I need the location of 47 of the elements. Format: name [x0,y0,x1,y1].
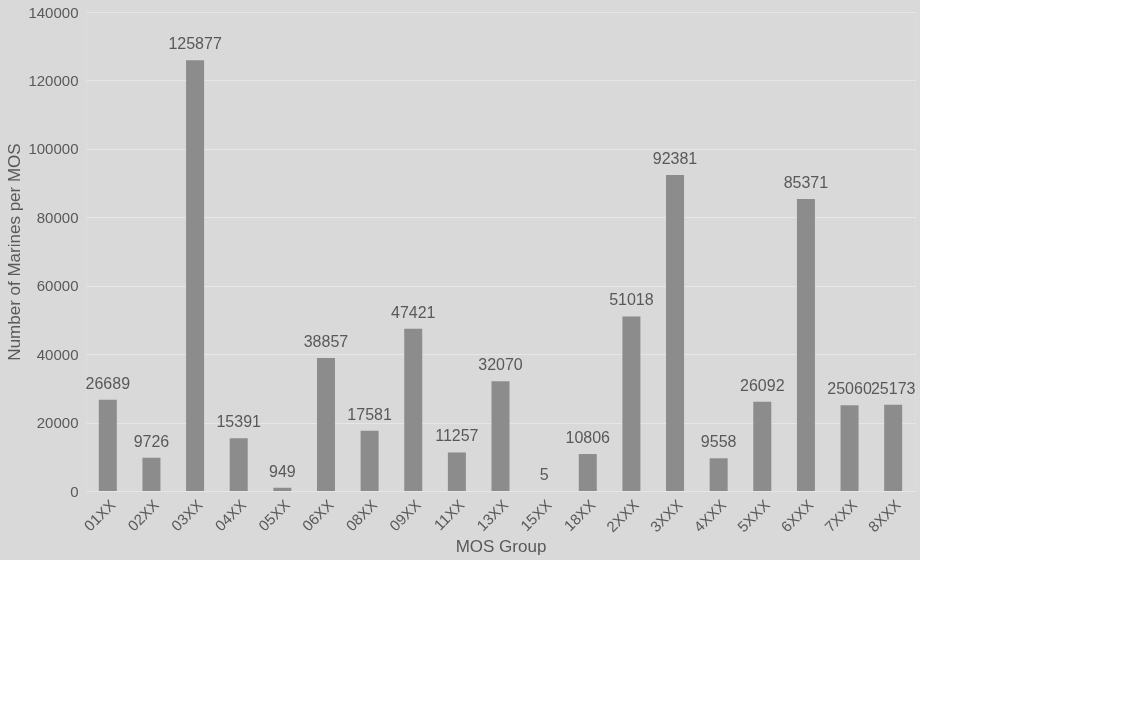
bar [709,458,728,491]
data-label: 26092 [740,376,785,394]
data-label: 949 [268,462,296,480]
bar [578,454,597,491]
data-label: 5 [539,465,549,483]
y-tick-label: 40000 [36,345,79,363]
y-tick-label: 100000 [28,140,79,158]
bar [186,60,205,491]
bar [142,457,161,491]
bar [666,174,685,491]
bar [229,438,248,491]
data-label: 25173 [870,379,916,397]
data-label: 10806 [565,429,611,447]
data-label: 26689 [85,374,131,392]
y-tick-label: 140000 [28,3,79,21]
bar [622,316,641,491]
data-label: 125877 [168,35,222,53]
data-label: 15391 [216,413,262,431]
y-tick-label: 120000 [28,71,79,89]
data-label: 51018 [609,291,654,309]
data-label: 32070 [478,356,523,374]
bar [447,452,466,491]
bar [273,487,292,491]
bar [753,401,772,491]
data-label: 25060 [827,380,872,398]
y-tick-label: 80000 [36,208,79,226]
x-axis-title: MOS Group [455,537,547,557]
bar [491,381,510,491]
data-label: 47421 [390,303,436,321]
y-tick-label: 0 [70,482,79,500]
y-axis-title: Number of Marines per MOS [5,143,25,361]
data-label: 17581 [347,405,392,423]
data-label: 9726 [133,432,170,450]
data-label: 92381 [652,149,698,167]
bar [796,198,815,491]
data-label: 9558 [700,433,737,451]
bar [884,404,903,491]
bar [316,358,335,491]
data-label: 85371 [783,173,829,191]
data-label: 38857 [303,333,349,351]
y-tick-label: 20000 [36,414,79,432]
bar [404,328,423,491]
y-tick-label: 60000 [36,277,79,295]
bar [98,399,117,491]
data-label: 11257 [435,427,479,445]
bar [840,405,859,491]
bar [360,430,379,491]
